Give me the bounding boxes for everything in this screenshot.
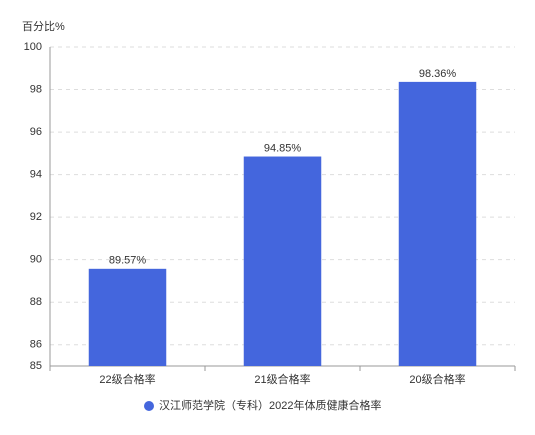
bar — [88, 268, 167, 366]
bar — [243, 156, 322, 366]
value-label: 89.57% — [109, 255, 147, 267]
y-tick-label: 96 — [30, 126, 42, 138]
y-tick-label: 88 — [30, 296, 42, 308]
y-tick-label: 98 — [30, 83, 42, 95]
y-tick-label: 100 — [24, 41, 42, 53]
x-tick-label: 21级合格率 — [254, 372, 310, 386]
y-tick-label: 94 — [30, 169, 42, 181]
y-tick-label: 86 — [30, 339, 42, 351]
y-tick-label: 90 — [30, 254, 42, 266]
y-tick-label: 92 — [30, 211, 42, 223]
x-tick-label: 22级合格率 — [99, 372, 155, 386]
legend-marker — [144, 401, 154, 411]
value-label: 94.85% — [264, 142, 302, 154]
y-axis-label: 百分比% — [22, 20, 65, 33]
value-label: 98.36% — [419, 68, 457, 80]
y-tick-label: 85 — [30, 360, 42, 372]
x-tick-label: 20级合格率 — [409, 372, 465, 386]
bar — [398, 81, 477, 367]
legend-label: 汉江师范学院（专科）2022年体质健康合格率 — [159, 398, 381, 412]
